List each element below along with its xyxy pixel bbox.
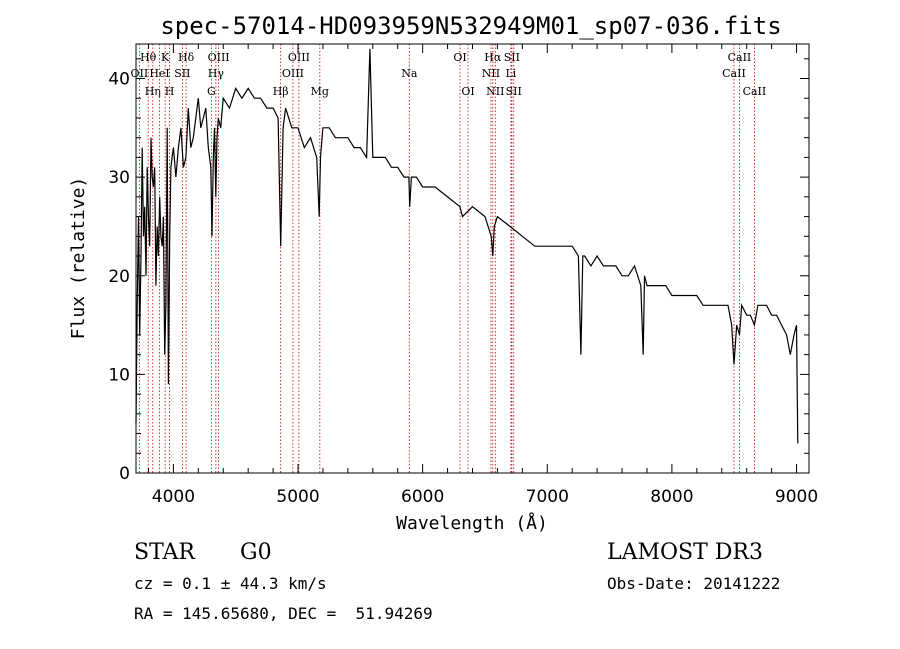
line-label-26: CaII	[743, 85, 767, 98]
x-axis-label: Wavelength (Å)	[396, 512, 548, 534]
line-label-14: Mg	[311, 85, 329, 98]
y-tick-label-4: 40	[108, 70, 130, 90]
line-label-17: OI	[461, 85, 474, 98]
line-label-4: HeI	[149, 67, 169, 80]
line-label-0: Hθ	[140, 51, 157, 64]
line-label-13: OIII	[282, 67, 304, 80]
line-label-21: Li	[505, 67, 516, 80]
line-label-23: SII	[506, 85, 522, 98]
line-label-11: Hβ	[273, 85, 289, 98]
line-label-15: Na	[401, 67, 418, 80]
object-subclass: G0	[240, 540, 272, 565]
emission-line-markers: Hθ OII Hη K HeI H Hδ SII OIII Hγ G Hβ OIII OIII Mg Na OI…	[131, 44, 767, 473]
spectrum-chart: spec-57014-HD093959N532949M01_sp07-036.f…	[68, 12, 818, 534]
line-label-12: OIII	[288, 51, 310, 64]
observation-date: Obs-Date: 20141222	[607, 574, 781, 593]
x-tick-label-5: 9000	[775, 487, 818, 507]
line-label-2: Hη	[145, 85, 161, 98]
spectrum-line	[135, 48, 799, 444]
line-label-19: SII	[504, 51, 520, 64]
line-label-6: Hδ	[178, 51, 195, 64]
line-label-25: CaII	[722, 67, 746, 80]
line-label-9: Hγ	[208, 67, 225, 80]
y-tick-label-0: 0	[119, 464, 130, 484]
line-label-16: OI	[453, 51, 466, 64]
y-tick-label-1: 10	[108, 365, 130, 385]
x-tick-label-1: 5000	[276, 487, 319, 507]
line-label-1: OII	[131, 67, 149, 80]
x-axis: 4000 5000 6000 7000 8000 9000	[147, 44, 818, 507]
redshift-cz: cz = 0.1 ± 44.3 km/s	[134, 574, 327, 593]
y-tick-label-2: 20	[108, 267, 130, 287]
line-label-7: SII	[174, 67, 190, 80]
line-label-10: G	[207, 85, 216, 98]
x-tick-label-0: 4000	[152, 487, 195, 507]
y-tick-label-3: 30	[108, 168, 130, 188]
line-label-22: NII	[486, 85, 504, 98]
x-tick-label-4: 8000	[650, 487, 693, 507]
line-label-20: NII	[482, 67, 500, 80]
y-axis-label: Flux (relative)	[68, 177, 89, 340]
line-label-5: H	[165, 85, 175, 98]
coordinates: RA = 145.65680, DEC = 51.94269	[134, 604, 433, 623]
survey-name: LAMOST DR3	[607, 540, 763, 565]
y-axis: 0 10 20 30 40	[108, 58, 809, 484]
plot-frame	[135, 43, 810, 474]
x-tick-label-3: 7000	[526, 487, 569, 507]
line-label-8: OIII	[208, 51, 230, 64]
line-label-18: Hα	[484, 51, 502, 64]
x-tick-label-2: 6000	[401, 487, 444, 507]
chart-title: spec-57014-HD093959N532949M01_sp07-036.f…	[160, 12, 781, 40]
line-label-24: CaII	[728, 51, 752, 64]
line-label-3: K	[161, 51, 170, 64]
object-class: STAR	[134, 540, 195, 565]
